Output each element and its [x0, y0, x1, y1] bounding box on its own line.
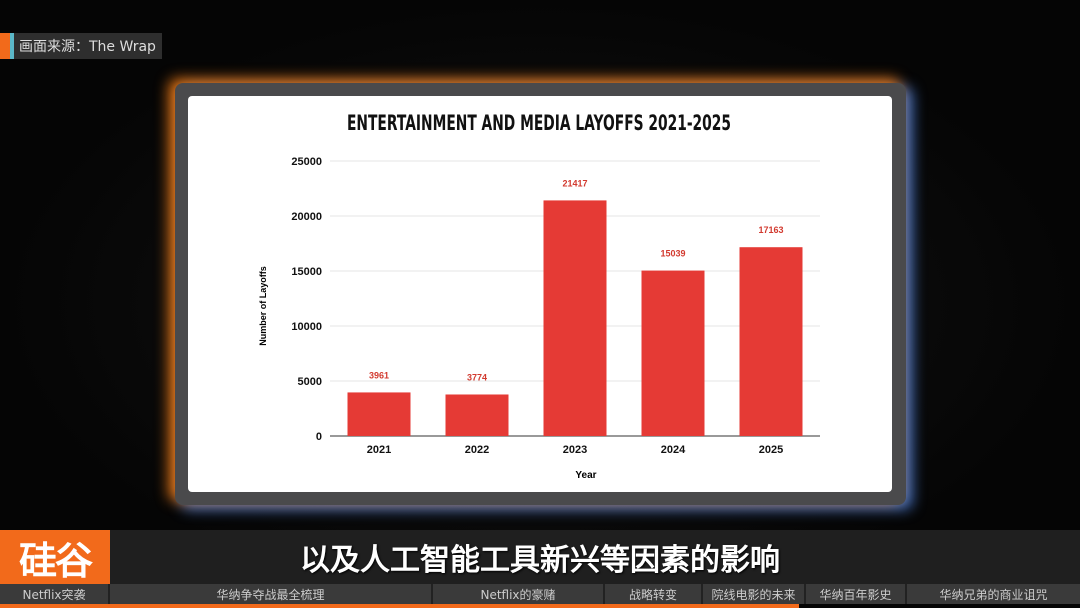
- y-tick-label: 10000: [291, 321, 322, 333]
- y-axis-label: Number of Layoffs: [258, 266, 268, 346]
- y-tick-label: 20000: [291, 211, 322, 223]
- bar-2023: [543, 200, 607, 436]
- y-tick-label: 15000: [291, 266, 322, 278]
- x-tick-label: 2025: [759, 444, 783, 456]
- subtitle: 以及人工智能工具新兴等因素的影响: [300, 543, 780, 578]
- chart-card: ENTERTAINMENT AND MEDIA LAYOFFS 2021-202…: [188, 96, 892, 492]
- data-label: 3961: [369, 370, 389, 380]
- data-label: 21417: [562, 178, 587, 188]
- data-label: 17163: [758, 225, 783, 235]
- data-label: 3774: [467, 372, 487, 382]
- y-tick-label: 25000: [291, 156, 322, 168]
- x-tick-label: 2023: [563, 444, 587, 456]
- bar-2022: [445, 394, 509, 436]
- source-text: 画面来源：The Wrap: [19, 39, 156, 55]
- y-tick-label: 0: [316, 431, 322, 443]
- y-tick-label: 5000: [298, 376, 322, 388]
- data-label: 15039: [660, 249, 685, 259]
- x-axis-label: Year: [575, 470, 596, 481]
- bar-2024: [641, 270, 705, 436]
- x-tick-label: 2022: [465, 444, 489, 456]
- chapter-item[interactable]: Netflix突袭: [0, 584, 110, 604]
- chart-title: ENTERTAINMENT AND MEDIA LAYOFFS 2021-202…: [347, 111, 731, 135]
- channel-logo: 硅谷: [0, 530, 110, 584]
- x-tick-label: 2024: [661, 444, 686, 456]
- bar-chart: ENTERTAINMENT AND MEDIA LAYOFFS 2021-202…: [258, 111, 820, 481]
- caption-bar: [0, 530, 1080, 584]
- chapter-item[interactable]: 华纳百年影史: [806, 584, 907, 604]
- chapter-item[interactable]: 华纳争夺战最全梳理: [110, 584, 433, 604]
- chapter-item[interactable]: 院线电影的未来: [703, 584, 806, 604]
- bar-2021: [347, 392, 411, 436]
- chapter-item[interactable]: 战略转变: [605, 584, 703, 604]
- chapter-item[interactable]: Netflix的豪赌: [433, 584, 605, 604]
- chapter-item[interactable]: 华纳兄弟的商业诅咒: [939, 587, 1048, 602]
- source-label: 画面来源：The Wrap: [0, 33, 162, 59]
- x-tick-label: 2021: [367, 444, 391, 456]
- playback-progress[interactable]: [0, 604, 800, 608]
- chapter-bar[interactable]: Netflix突袭 华纳争夺战最全梳理 Netflix的豪赌 战略转变 院线电影…: [0, 584, 1080, 604]
- bar-2025: [739, 247, 803, 436]
